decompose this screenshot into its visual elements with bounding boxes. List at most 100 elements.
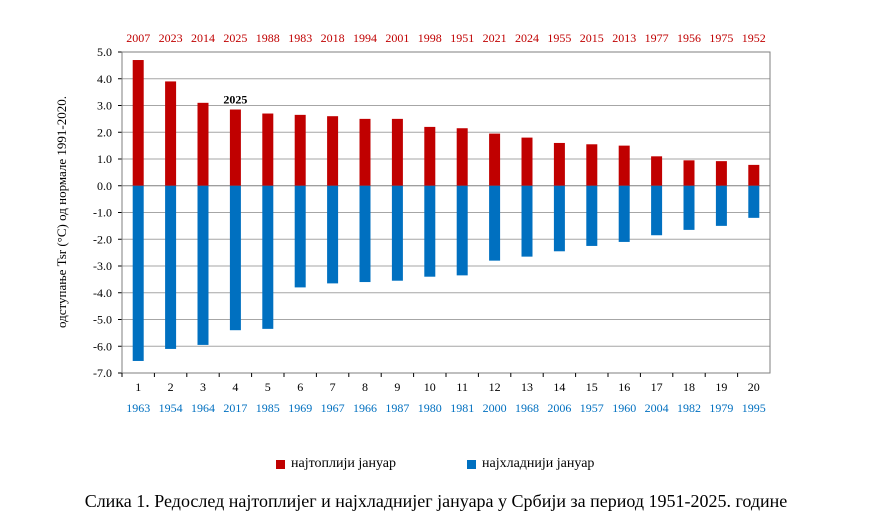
bar-cold — [229, 185, 241, 331]
y-axis-label: одступање Tsr (°C) од нормале 1991-2020. — [54, 96, 69, 328]
cold-year-label: 1967 — [321, 401, 345, 415]
axes: 5.0 4.0 3.0 2.0 1.0 0.0 -1.0 -2.0 -3.0 -4.0 -5.0 -6… — [93, 31, 771, 415]
bar-cold — [586, 185, 598, 246]
bar-warm — [132, 60, 144, 186]
x-tick-label: 4 — [232, 380, 238, 394]
bar-cold — [391, 185, 403, 281]
bar-warm — [327, 116, 339, 186]
x-tick-label: 6 — [297, 380, 303, 394]
cold-year-label: 1968 — [515, 401, 539, 415]
cold-year-label: 1985 — [256, 401, 280, 415]
y-tick-label: -1.0 — [93, 206, 112, 220]
bar-cold — [683, 185, 695, 230]
chart-svg: 5.0 4.0 3.0 2.0 1.0 0.0 -1.0 -2.0 -3.0 -4.0 -5.0 -6… — [54, 31, 771, 415]
warm-year-label: 2018 — [321, 31, 345, 45]
cold-year-label: 1980 — [418, 401, 442, 415]
bar-warm — [294, 114, 306, 186]
bar-warm — [748, 164, 760, 186]
x-tick-label: 2 — [168, 380, 174, 394]
cold-year-label: 1969 — [288, 401, 312, 415]
x-tick-label: 16 — [618, 380, 630, 394]
bar-cold — [294, 185, 306, 288]
warm-year-label: 1977 — [645, 31, 669, 45]
bar-warm — [262, 113, 274, 186]
warm-year-label: 1975 — [709, 31, 733, 45]
bar-cold — [197, 185, 209, 345]
legend-swatch-cold — [467, 459, 476, 469]
cold-year-label: 1982 — [677, 401, 701, 415]
cold-year-label: 1954 — [159, 401, 183, 415]
cold-year-label: 1960 — [612, 401, 636, 415]
x-tick-label: 20 — [748, 380, 760, 394]
bars — [132, 60, 760, 361]
cold-year-label: 2004 — [645, 401, 669, 415]
warm-year-label: 1951 — [450, 31, 474, 45]
cold-year-label: 2006 — [547, 401, 571, 415]
legend-item-warm: најтоплији јануар — [276, 456, 396, 472]
cold-year-label: 1987 — [385, 401, 409, 415]
bar-cold — [262, 185, 274, 329]
warm-year-label: 2007 — [126, 31, 150, 45]
x-tick-label: 14 — [553, 380, 565, 394]
cold-year-label: 1964 — [191, 401, 215, 415]
legend-item-cold: најхладнији јануар — [467, 456, 594, 472]
cold-year-label: 1979 — [709, 401, 733, 415]
figure-caption: Слика 1. Редослед најтоплијег и најхладн… — [84, 491, 788, 511]
bar-warm — [618, 145, 630, 186]
warm-year-label: 1998 — [418, 31, 442, 45]
bar-cold — [359, 185, 371, 283]
x-tick-label: 12 — [489, 380, 501, 394]
y-tick-label: 2.0 — [97, 125, 112, 139]
y-tick-label: -5.0 — [93, 313, 112, 327]
x-tick-label: 19 — [715, 380, 727, 394]
x-tick-label: 15 — [586, 380, 598, 394]
cold-year-label: 2000 — [483, 401, 507, 415]
warm-year-label: 1955 — [547, 31, 571, 45]
bar-cold — [165, 185, 177, 349]
warm-year-label: 2015 — [580, 31, 604, 45]
warm-year-label: 1983 — [288, 31, 312, 45]
bar-cold — [132, 185, 144, 361]
cold-year-label: 1963 — [126, 401, 150, 415]
bar-warm — [456, 128, 468, 186]
warm-year-label: 2025 — [223, 31, 247, 45]
bar-cold — [651, 185, 663, 236]
bar-warm — [229, 109, 241, 186]
x-tick-label: 13 — [521, 380, 533, 394]
bar-warm — [489, 133, 501, 186]
y-tick-label: 0.0 — [97, 179, 112, 193]
cold-year-label: 1981 — [450, 401, 474, 415]
bar-warm — [521, 137, 533, 186]
bar-cold — [489, 185, 501, 261]
x-tick-label: 3 — [200, 380, 206, 394]
bar-cold — [553, 185, 565, 252]
grid-lines — [122, 51, 770, 374]
x-tick-label: 18 — [683, 380, 695, 394]
warm-year-label: 1994 — [353, 31, 377, 45]
y-tick-label: 5.0 — [97, 45, 112, 59]
bar-cold — [715, 185, 727, 226]
x-tick-label: 9 — [394, 380, 400, 394]
y-tick-label: -6.0 — [93, 339, 112, 353]
bar-cold — [521, 185, 533, 257]
y-tick-label: 1.0 — [97, 152, 112, 166]
bar-warm — [391, 118, 403, 186]
bar-warm — [715, 161, 727, 186]
x-tick-label: 10 — [424, 380, 436, 394]
warm-year-label: 2013 — [612, 31, 636, 45]
legend-swatch-warm — [276, 459, 285, 469]
x-tick-label: 5 — [265, 380, 271, 394]
cold-year-label: 1966 — [353, 401, 377, 415]
y-tick-label: -4.0 — [93, 286, 112, 300]
warm-year-label: 1952 — [742, 31, 766, 45]
warm-year-label: 2001 — [385, 31, 409, 45]
bar-cold — [456, 185, 468, 276]
warm-year-label: 1956 — [677, 31, 701, 45]
bar-cold — [748, 185, 760, 218]
bar-cold — [327, 185, 339, 284]
y-tick-label: 4.0 — [97, 72, 112, 86]
legend: најтоплији јануар најхладнији јануар — [0, 456, 872, 476]
bar-warm — [586, 144, 598, 186]
bar-warm — [651, 156, 663, 186]
warm-year-label: 1988 — [256, 31, 280, 45]
